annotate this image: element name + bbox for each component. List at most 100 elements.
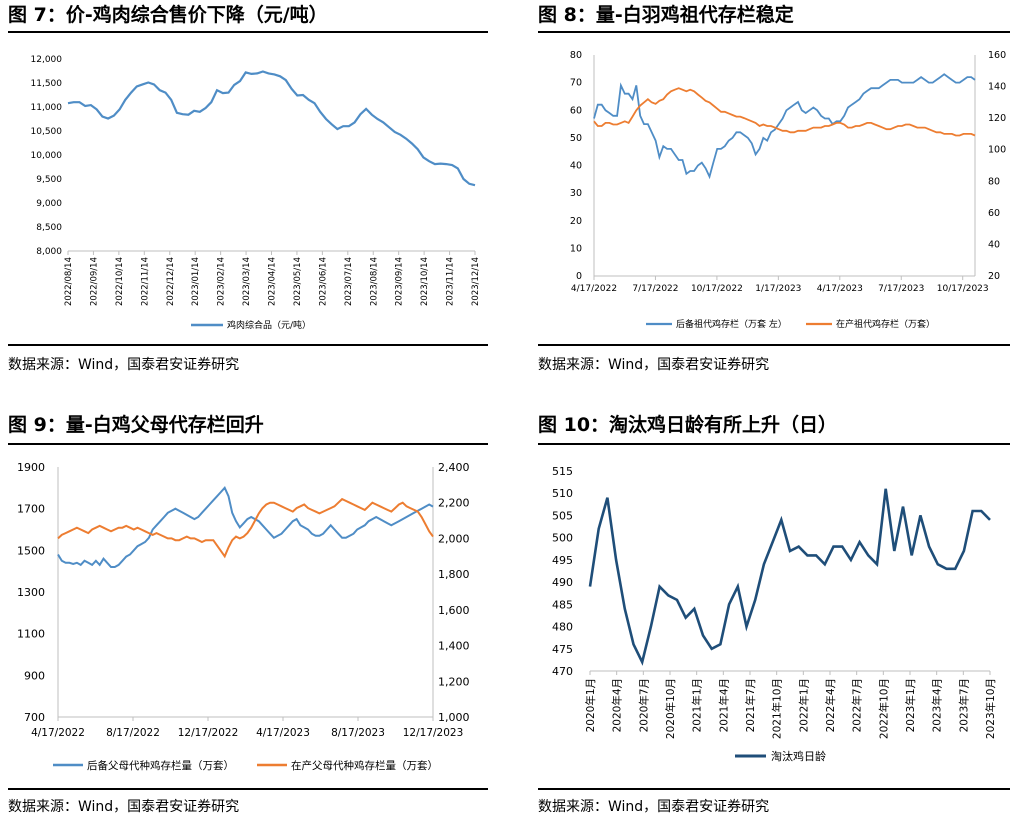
y-tick-label: 510: [552, 487, 573, 500]
x-tick-label: 2023年10月: [984, 678, 997, 739]
x-tick-label: 10/17/2023: [937, 284, 989, 294]
y-tick-label: 500: [552, 532, 573, 545]
x-tick-label: 2023/06/14: [318, 257, 328, 306]
bottom-rule: [538, 344, 1010, 346]
x-tick-label: 2021年10月: [771, 678, 784, 739]
x-tick-label: 2023/05/14: [293, 257, 303, 306]
x-tick-label: 2021年4月: [717, 678, 730, 732]
y-left-tick-label: 80: [570, 50, 582, 61]
x-tick-label: 2023/12/14: [471, 257, 481, 306]
x-tick-label: 2020年4月: [611, 678, 624, 732]
panel-grandparent-stock: 图 8：量-白羽鸡祖代存栏稳定 0 10 20 30 40 50 60 70 80 20 40 60 8…: [538, 0, 1010, 380]
x-tick-label: 2022/08/14: [64, 257, 74, 306]
series-line-culled-hen-age: [588, 488, 991, 666]
y-tick-label: 12,000: [31, 55, 63, 65]
x-tick-label: 4/17/2023: [256, 727, 310, 739]
chart-culled-hen-age: 470 475 480 485 490 495 500 505 510 515 2020年1月 202…: [552, 465, 997, 763]
x-tick-label: 2023/09/14: [395, 257, 405, 306]
y-tick-label: 515: [552, 465, 573, 478]
y-right-tick-label: 160: [988, 50, 1006, 61]
x-tick-label: 2022/12/14: [166, 257, 176, 306]
chart-grandparent-stock: 0 10 20 30 40 50 60 70 80 20 40 60 80 100 120 140 160 4/1…: [570, 50, 1006, 330]
y-left-tick-label: 1900: [17, 461, 45, 474]
y-right-tick-label: 120: [988, 113, 1006, 124]
x-tick-label: 2022年10月: [877, 678, 890, 739]
y-right-tick-label: 60: [988, 208, 1000, 219]
legend-label: 后备父母代种鸡存栏量（万套）: [87, 759, 234, 772]
title-rule: [538, 443, 1010, 445]
y-tick-label: 10,500: [31, 127, 63, 137]
y-right-tick-label: 1,400: [438, 640, 470, 653]
y-left-tick-label: 70: [570, 78, 582, 89]
y-left-tick-label: 40: [570, 161, 582, 172]
x-tick-label: 7/17/2022: [632, 284, 678, 294]
data-source: 数据来源：Wind，国泰君安证券研究: [538, 799, 770, 815]
x-tick-label: 2022/10/14: [115, 257, 125, 306]
x-tick-label: 2020年7月: [637, 678, 650, 732]
legend-label: 在产父母代种鸡存栏量（万套）: [291, 759, 438, 772]
x-tick-label: 2023/08/14: [369, 257, 379, 306]
figure-title: 图 9：量-白鸡父母代存栏回升: [8, 414, 264, 436]
x-tick-label: 4/17/2022: [571, 284, 617, 294]
data-source: 数据来源：Wind，国泰君安证券研究: [8, 357, 240, 373]
y-left-tick-label: 700: [24, 711, 45, 724]
y-tick-label: 485: [552, 598, 573, 611]
x-tick-label: 10/17/2022: [691, 284, 743, 294]
data-source: 数据来源：Wind，国泰君安证券研究: [8, 799, 240, 815]
y-left-tick-label: 1100: [17, 628, 45, 641]
y-left-tick-label: 900: [24, 669, 45, 682]
title-rule: [8, 31, 488, 33]
y-tick-label: 10,000: [31, 151, 63, 161]
panel-culled-hen-age: 图 10：淘汰鸡日龄有所上升（日） 470 475 480 485 490 495 500 5…: [538, 410, 1010, 821]
legend-label: 在产祖代鸡存栏（万套）: [836, 318, 935, 330]
legend-label: 后备祖代鸡存栏（万套 左）: [676, 318, 787, 330]
x-tick-label: 12/17/2023: [403, 727, 464, 739]
y-tick-label: 490: [552, 576, 573, 589]
y-left-tick-label: 20: [570, 216, 582, 227]
chart-parent-stock: 700 900 1100 1300 1500 1700 1900 1,000 1,200 1,40…: [17, 461, 470, 772]
chart-chicken-price: 8,000 8,500 9,000 9,500 10,000 10,500 11,000 11…: [31, 55, 482, 331]
y-left-tick-label: 60: [570, 105, 582, 116]
x-tick-label: 12/17/2022: [178, 727, 239, 739]
y-right-tick-label: 1,000: [438, 711, 470, 724]
x-tick-label: 2023/03/14: [242, 257, 252, 306]
y-right-tick-label: 2,400: [438, 461, 470, 474]
y-right-tick-label: 80: [988, 176, 1000, 187]
y-right-tick-label: 20: [988, 271, 1000, 282]
x-tick-label: 2023/02/14: [217, 257, 227, 306]
y-tick-label: 475: [552, 643, 573, 656]
x-tick-label: 2023年7月: [957, 678, 970, 732]
x-tick-label: 8/17/2023: [331, 727, 385, 739]
bottom-rule: [8, 344, 488, 346]
panel-parent-stock: 图 9：量-白鸡父母代存栏回升 700 900 1100 1300 1500 1700 19…: [8, 410, 488, 821]
y-right-tick-label: 1,600: [438, 604, 470, 617]
y-tick-label: 8,000: [36, 247, 62, 257]
y-tick-label: 480: [552, 621, 573, 634]
x-tick-label: 2023/10/14: [420, 257, 430, 306]
y-tick-label: 470: [552, 665, 573, 678]
y-right-tick-label: 2,000: [438, 532, 470, 545]
x-tick-label: 2023/01/14: [191, 257, 201, 306]
x-tick-label: 2023/04/14: [268, 257, 278, 306]
x-tick-label: 4/17/2023: [817, 284, 863, 294]
legend-label: 淘汰鸡日龄: [771, 749, 826, 763]
x-tick-label: 2022/11/14: [140, 257, 150, 306]
x-tick-label: 2022年1月: [797, 678, 810, 732]
y-right-tick-label: 100: [988, 145, 1006, 156]
series-line-left: [593, 73, 976, 180]
figure-title: 图 8：量-白羽鸡祖代存栏稳定: [538, 4, 794, 26]
y-tick-label: 495: [552, 554, 573, 567]
x-tick-label: 2021年7月: [744, 678, 757, 732]
y-tick-label: 11,500: [31, 79, 63, 89]
x-tick-label: 2023/07/14: [344, 257, 354, 306]
y-tick-label: 8,500: [36, 223, 62, 233]
series-line-right: [593, 87, 976, 137]
x-tick-label: 2023/11/14: [446, 257, 456, 306]
series-line-left: [57, 485, 434, 568]
x-tick-label: 2022/09/14: [89, 257, 99, 306]
panel-chicken-price: 图 7：价-鸡肉综合售价下降（元/吨） 8,000 8,500 9,000 9,500…: [8, 0, 488, 380]
x-tick-label: 2021年1月: [691, 678, 704, 732]
x-tick-label: 2023年4月: [931, 678, 944, 732]
y-right-tick-label: 1,800: [438, 568, 470, 581]
y-tick-label: 9,500: [36, 175, 62, 185]
